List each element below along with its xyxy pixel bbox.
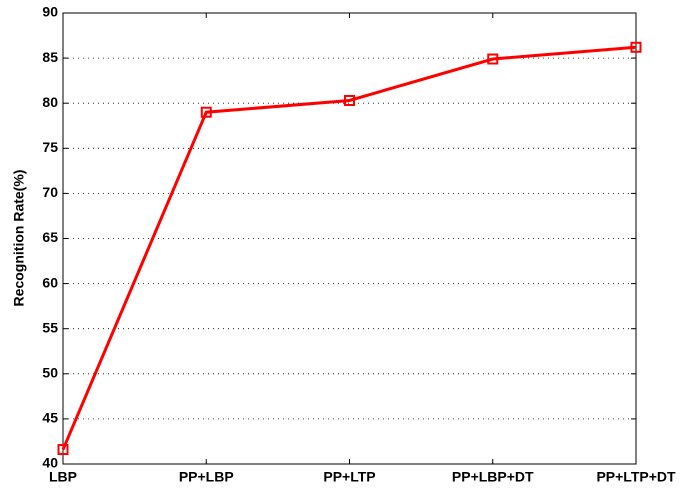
y-axis-label: Recognition Rate(%) bbox=[11, 170, 27, 307]
y-tick-label: 80 bbox=[42, 94, 58, 110]
y-tick-label: 45 bbox=[42, 410, 58, 426]
x-tick-label: PP+LTP+DT bbox=[596, 469, 676, 485]
y-tick-label: 50 bbox=[42, 365, 58, 381]
data-marker bbox=[57, 444, 69, 456]
y-tick-label: 55 bbox=[42, 319, 58, 335]
data-line bbox=[61, 45, 637, 451]
y-tick-label: 40 bbox=[42, 455, 58, 471]
data-marker bbox=[344, 94, 355, 106]
x-tick-label: PP+LBP bbox=[179, 469, 234, 485]
y-tick-label: 75 bbox=[42, 139, 58, 155]
data-marker bbox=[487, 53, 499, 65]
y-tick-label: 90 bbox=[42, 4, 58, 20]
x-tick-label: PP+LBP+DT bbox=[452, 469, 534, 485]
x-tick-label: LBP bbox=[49, 469, 77, 485]
y-tick-label: 65 bbox=[42, 229, 58, 245]
y-tick-label: 70 bbox=[42, 184, 58, 200]
y-tick-label: 60 bbox=[42, 274, 58, 290]
x-tick-label: PP+LTP bbox=[323, 469, 375, 485]
plot-frame bbox=[62, 12, 637, 465]
data-marker bbox=[630, 41, 642, 53]
y-tick-label: 85 bbox=[42, 49, 58, 65]
data-marker bbox=[200, 106, 212, 118]
